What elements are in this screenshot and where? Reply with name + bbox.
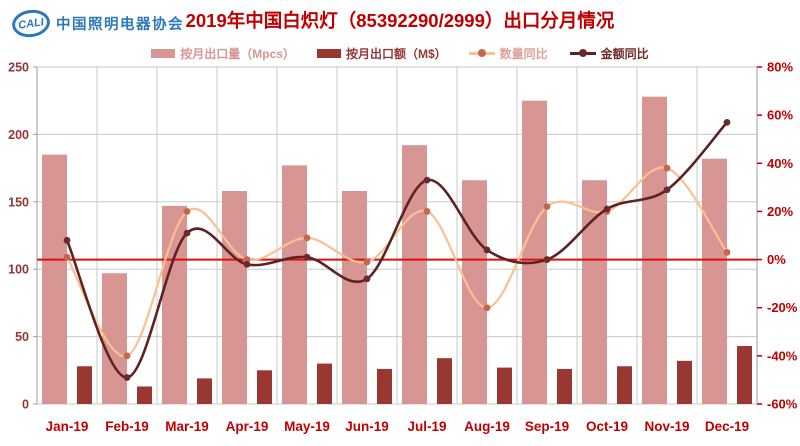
legend-label-volume: 按月出口量（Mpcs） bbox=[180, 46, 295, 61]
x-axis-label: Feb-19 bbox=[105, 419, 149, 434]
value-bar bbox=[377, 368, 392, 404]
cali-logo: CALI 中国照明电器协会 bbox=[10, 7, 184, 40]
x-axis-label: Mar-19 bbox=[165, 419, 209, 434]
qty-yoy-marker bbox=[243, 256, 251, 263]
cali-logo-name: 中国照明电器协会 bbox=[56, 17, 184, 33]
left-axis-tick-label: 150 bbox=[8, 195, 29, 209]
value-yoy-marker bbox=[363, 275, 371, 283]
qty-yoy-marker bbox=[123, 352, 131, 360]
legend-label-qty-yoy: 数量同比 bbox=[499, 46, 548, 61]
value-yoy-marker bbox=[483, 246, 491, 254]
volume-bar bbox=[642, 96, 667, 404]
qty-yoy-marker bbox=[543, 203, 551, 211]
x-axis-label: Apr-19 bbox=[226, 419, 269, 434]
value-yoy-line-swatch bbox=[569, 49, 596, 57]
qty-yoy-marker bbox=[303, 234, 311, 242]
left-axis-tick-label: 200 bbox=[8, 128, 29, 142]
value-yoy-marker bbox=[543, 256, 551, 263]
volume-bar bbox=[402, 145, 427, 404]
volume-bar bbox=[582, 180, 607, 404]
chart-title: 2019年中国白炽灯（85392290/2999）出口分月情况 bbox=[185, 10, 615, 31]
volume-bar bbox=[462, 180, 487, 404]
volume-bar bbox=[702, 158, 727, 404]
qty-yoy-marker bbox=[663, 164, 671, 172]
volume-bar bbox=[522, 100, 547, 404]
volume-bar bbox=[282, 165, 307, 404]
right-axis-tick-label: -20% bbox=[767, 300, 798, 315]
x-axis-label: Oct-19 bbox=[586, 419, 628, 434]
right-axis-tick-label: 0% bbox=[767, 252, 786, 267]
legend-item-value-yoy: 金额同比 bbox=[569, 45, 649, 62]
x-axis-label: Nov-19 bbox=[644, 419, 689, 434]
value-bar bbox=[677, 360, 692, 404]
qty-yoy-marker bbox=[63, 253, 71, 261]
x-axis-label: Jan-19 bbox=[46, 419, 89, 434]
value-yoy-marker bbox=[123, 374, 131, 381]
x-axis-label: Sep-19 bbox=[525, 419, 569, 434]
value-bar-swatch bbox=[316, 48, 341, 58]
value-bar bbox=[317, 363, 332, 404]
qty-yoy-marker bbox=[183, 208, 191, 215]
left-axis-tick-label: 50 bbox=[15, 330, 29, 344]
legend-item-value: 按月出口额（M$） bbox=[316, 45, 447, 62]
volume-bar bbox=[42, 154, 67, 404]
value-bar bbox=[257, 370, 272, 404]
qty-yoy-marker-dot bbox=[477, 49, 486, 57]
qty-yoy-marker bbox=[363, 258, 371, 266]
value-yoy-marker bbox=[243, 260, 251, 268]
legend-item-volume: 按月出口量（Mpcs） bbox=[151, 45, 295, 62]
qty-yoy-marker bbox=[423, 208, 431, 215]
volume-bar bbox=[222, 191, 247, 404]
x-axis-label: Dec-19 bbox=[705, 419, 749, 434]
value-bar bbox=[737, 346, 752, 404]
value-bar bbox=[197, 378, 212, 404]
value-yoy-marker bbox=[663, 186, 671, 194]
value-yoy-marker bbox=[723, 118, 731, 126]
right-axis-tick-label: 60% bbox=[767, 108, 793, 123]
value-bar bbox=[557, 368, 572, 404]
value-bar bbox=[77, 366, 92, 404]
right-axis-tick-label: -40% bbox=[767, 348, 798, 363]
legend-item-qty-yoy: 数量同比 bbox=[468, 45, 548, 62]
qty-yoy-marker bbox=[723, 248, 731, 256]
x-axis-label: Jun-19 bbox=[345, 419, 389, 434]
legend-label-value-yoy: 金额同比 bbox=[600, 46, 649, 61]
right-axis-tick-label: -60% bbox=[767, 397, 798, 412]
x-axis-label: Jul-19 bbox=[407, 419, 446, 434]
qty-yoy-line-swatch bbox=[468, 49, 495, 57]
value-yoy-marker bbox=[303, 253, 311, 261]
volume-bar-swatch bbox=[151, 48, 176, 58]
value-yoy-marker bbox=[63, 236, 71, 244]
x-axis-label: May-19 bbox=[284, 419, 330, 434]
left-axis-tick-label: 100 bbox=[8, 263, 29, 277]
value-bar bbox=[497, 367, 512, 404]
value-yoy-marker-dot bbox=[578, 49, 587, 57]
right-axis-tick-label: 40% bbox=[767, 156, 793, 171]
value-yoy-marker bbox=[603, 205, 611, 213]
left-axis-tick-label: 0 bbox=[22, 398, 29, 412]
value-yoy-marker bbox=[183, 229, 191, 237]
value-yoy-marker bbox=[423, 176, 431, 184]
x-axis-label: Aug-19 bbox=[464, 419, 510, 434]
legend-label-value: 按月出口额（M$） bbox=[345, 46, 447, 61]
value-bar bbox=[137, 386, 152, 404]
volume-bar bbox=[342, 191, 367, 404]
right-axis-tick-label: 80% bbox=[767, 60, 793, 75]
value-bar bbox=[617, 366, 632, 404]
value-bar bbox=[437, 358, 452, 404]
left-axis-tick-label: 250 bbox=[8, 61, 29, 75]
right-axis-tick-label: 20% bbox=[767, 204, 793, 219]
chart-legend: 按月出口量（Mpcs） 按月出口额（M$） 数量同比 金额同比 bbox=[0, 43, 800, 63]
qty-yoy-marker bbox=[483, 304, 491, 312]
